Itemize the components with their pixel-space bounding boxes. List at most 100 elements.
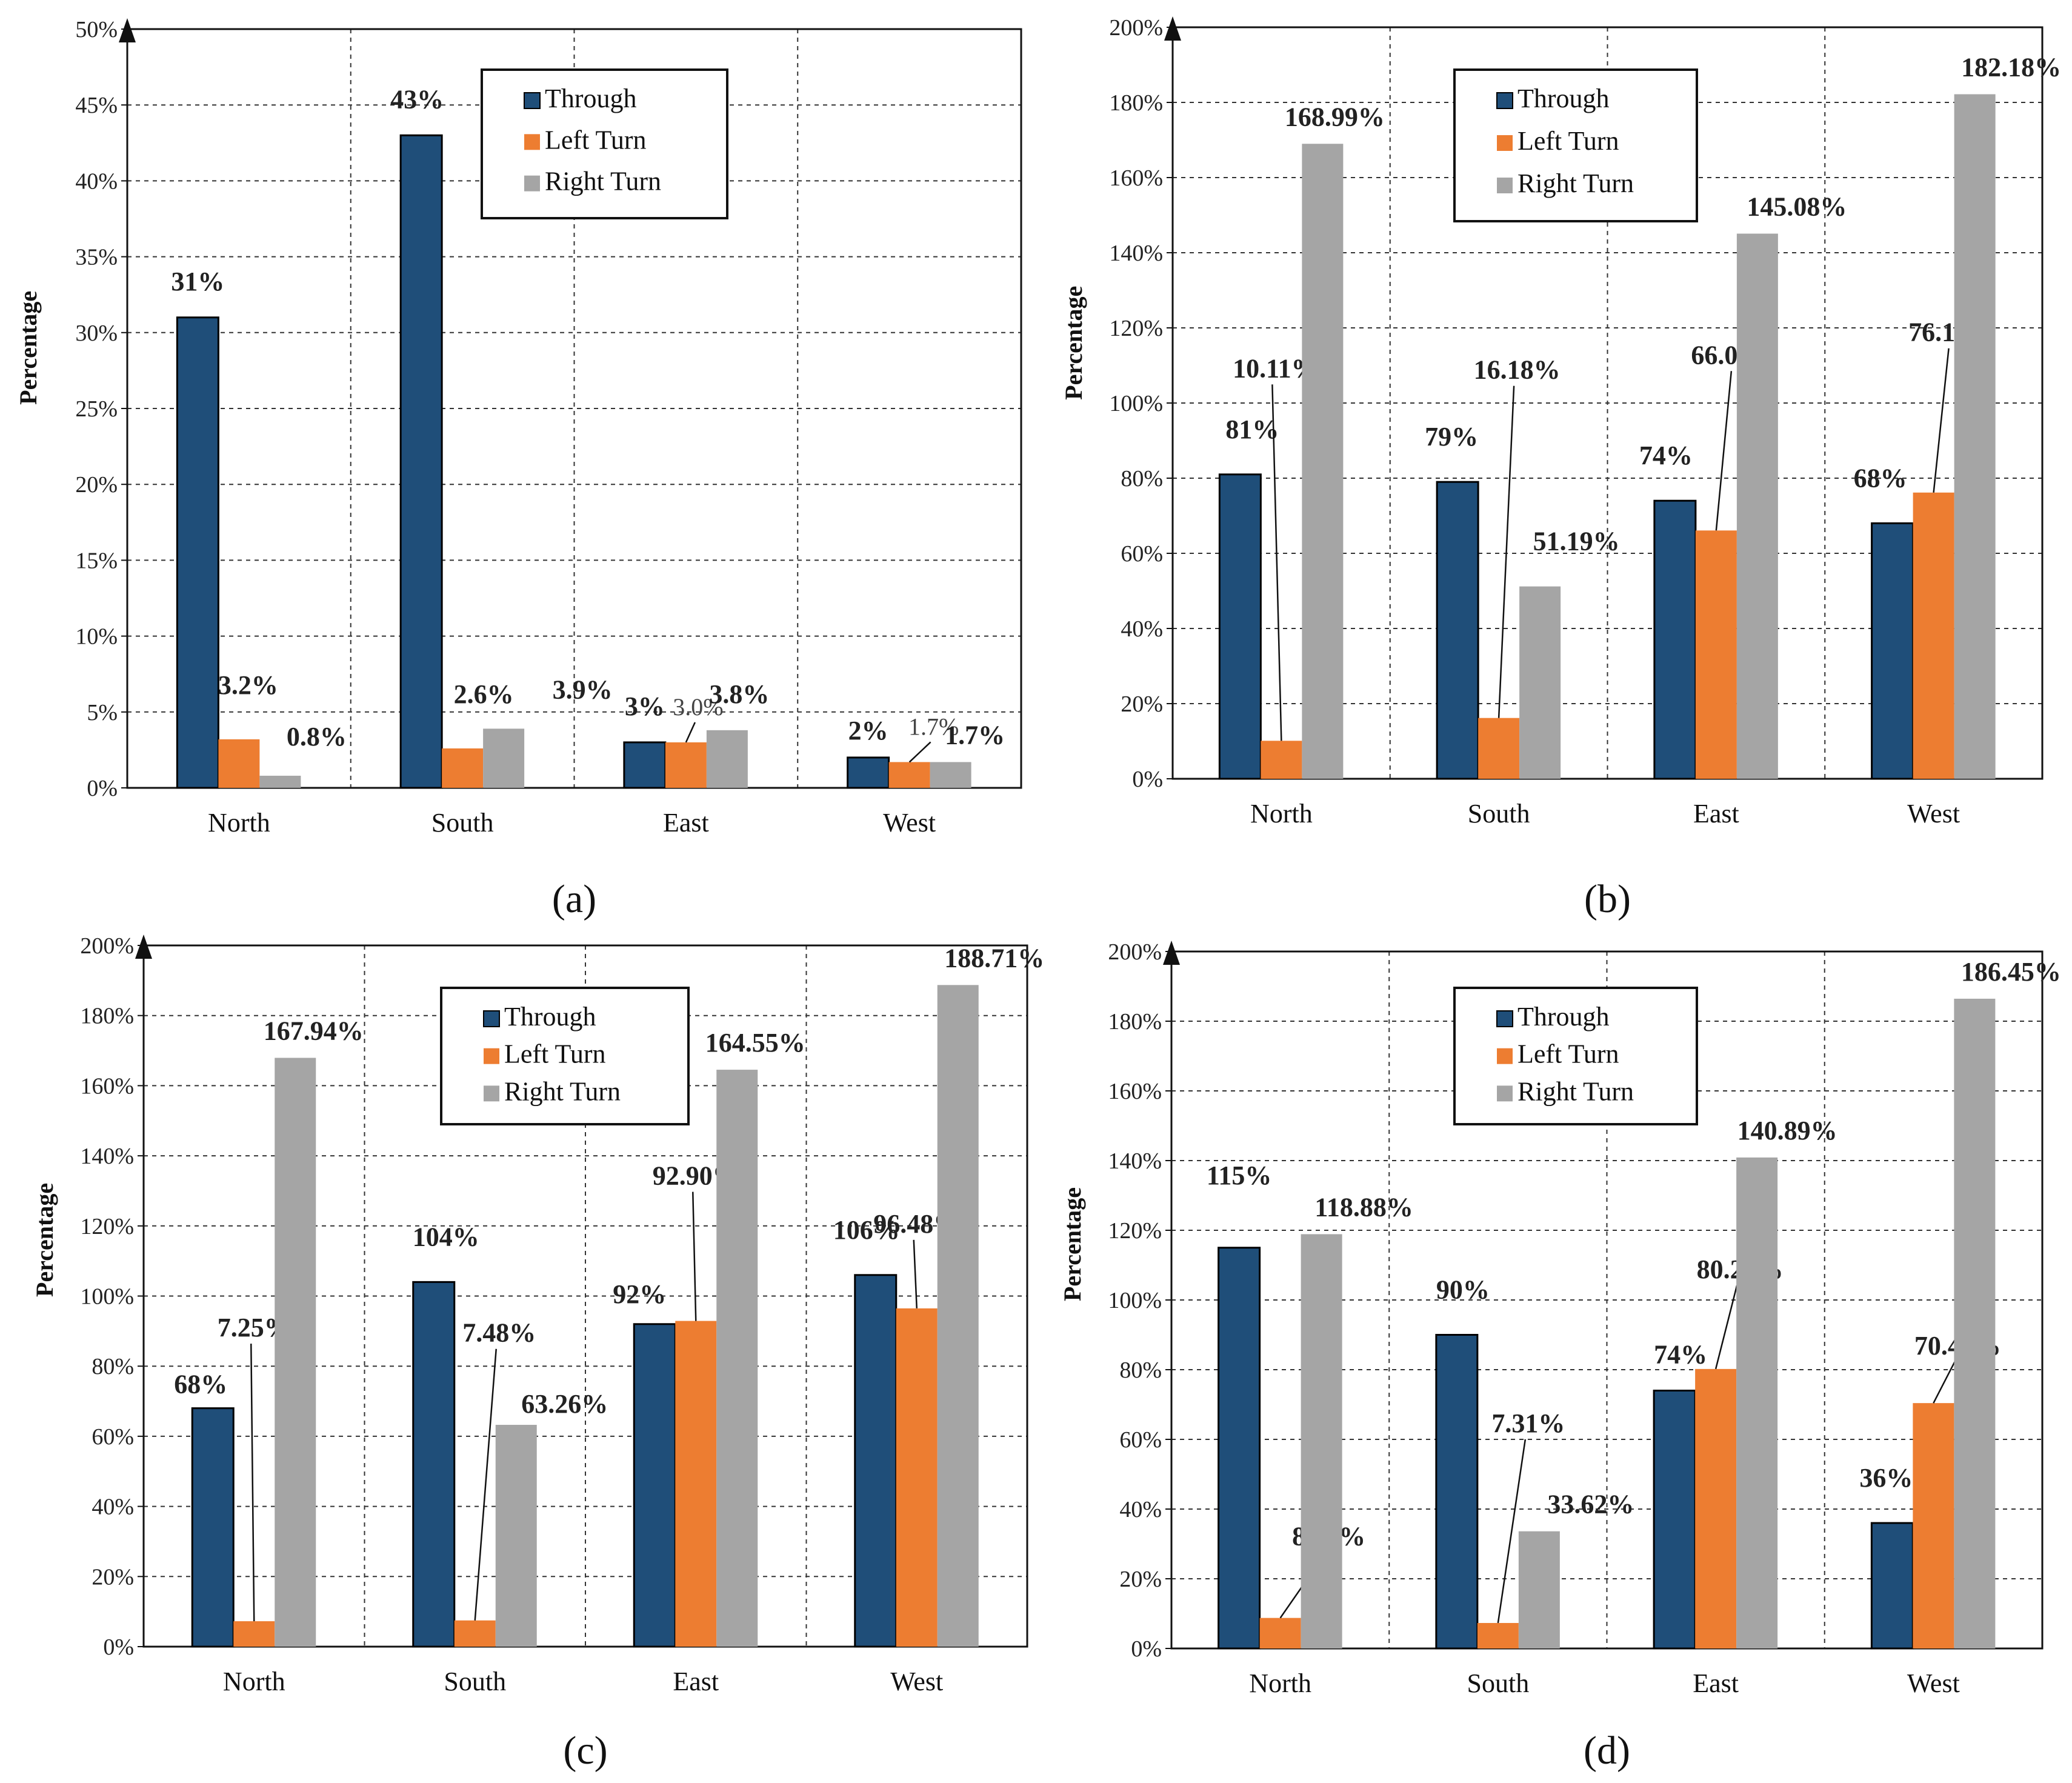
data-label: 51.19%	[1533, 527, 1620, 556]
x-tick-label: South	[444, 1667, 506, 1696]
data-label: 3.9%	[553, 675, 613, 704]
y-tick-label: 100%	[1109, 391, 1163, 416]
data-label: 168.99%	[1285, 102, 1385, 132]
leader-line	[1714, 1285, 1738, 1370]
legend: Through Left Turn Right Turn	[481, 68, 728, 219]
bar-left-turn-west	[1913, 1403, 1954, 1648]
data-label: 31%	[171, 267, 224, 296]
legend-swatch	[1497, 1048, 1513, 1064]
data-label: 140.89%	[1737, 1116, 1837, 1145]
legend-label: Right Turn	[1517, 168, 1634, 198]
y-tick-label: 25%	[75, 396, 118, 422]
bar-right-turn-north	[1302, 144, 1344, 779]
data-label: 68%	[1854, 463, 1907, 493]
bar-through-north	[1218, 1247, 1261, 1650]
legend-swatch	[1497, 135, 1513, 151]
y-axis-arrow-icon	[135, 935, 152, 959]
y-tick-label: 0%	[103, 1635, 134, 1660]
data-label: 1.7%	[945, 720, 1005, 750]
y-tick-label: 140%	[80, 1144, 134, 1169]
y-tick-label: 200%	[1109, 15, 1163, 41]
y-tick-label: 180%	[1109, 90, 1163, 116]
legend-swatch	[524, 134, 540, 150]
x-tick-label: West	[883, 808, 936, 838]
bar-through-east	[633, 1323, 676, 1648]
leader-line	[1933, 348, 1950, 493]
data-label: 92%	[613, 1279, 666, 1309]
chart-panel-d: 0% 20% 40% 60% 80% 100% 120% 140% 160% 180% 200% Pe…	[1059, 939, 2061, 1773]
legend-swatch	[1496, 1010, 1513, 1027]
y-tick-label: 200%	[1108, 939, 1162, 965]
data-label: 16.18%	[1474, 355, 1561, 385]
x-tick-label: North	[208, 808, 270, 838]
y-tick-label: 60%	[1119, 1427, 1162, 1453]
y-axis-arrow-icon	[119, 18, 136, 42]
legend: Through Left Turn Right Turn	[440, 987, 690, 1125]
data-label: 3.0%	[673, 693, 723, 721]
bar-right-turn-south	[483, 728, 525, 788]
x-tick-label: East	[663, 808, 709, 838]
data-label: 167.94%	[264, 1016, 364, 1045]
legend-label: Right Turn	[1517, 1076, 1634, 1106]
y-tick-label: 180%	[80, 1004, 134, 1029]
bar-left-turn-south	[442, 748, 484, 788]
y-axis-label: Percentage	[15, 291, 42, 405]
bar-left-turn-north	[218, 739, 260, 788]
data-label: 186.45%	[1961, 957, 2061, 987]
bar-right-turn-west	[1954, 94, 1996, 779]
x-tick-label: West	[890, 1667, 943, 1696]
y-tick-label: 120%	[80, 1214, 134, 1239]
y-tick-label: 40%	[1119, 1497, 1162, 1522]
y-tick-label: 100%	[80, 1284, 134, 1310]
x-tick-label: North	[223, 1667, 285, 1696]
bar-right-turn-west	[937, 985, 979, 1647]
bar-left-turn-east	[675, 1321, 717, 1647]
bar-left-turn-north	[1261, 741, 1302, 779]
data-label: 106%	[833, 1215, 900, 1245]
legend-label: Through	[1517, 1002, 1610, 1031]
y-tick-label: 0%	[1131, 1636, 1162, 1662]
y-axis-label: Percentage	[31, 1183, 58, 1297]
bar-right-turn-south	[1518, 1531, 1560, 1648]
leader-line	[1715, 371, 1733, 531]
data-label: 104%	[413, 1222, 479, 1251]
y-tick-label: 140%	[1108, 1148, 1162, 1174]
y-tick-label: 20%	[75, 472, 118, 498]
y-tick-label: 120%	[1108, 1218, 1162, 1244]
data-label: 63.26%	[521, 1389, 608, 1419]
x-tick-label: South	[1467, 1668, 1530, 1698]
data-label: 36%	[1859, 1463, 1913, 1493]
panel-caption: (a)	[552, 877, 596, 921]
legend-label: Through	[545, 84, 637, 113]
data-label: 118.88%	[1314, 1192, 1413, 1222]
leader-line	[685, 722, 696, 743]
y-tick-label: 15%	[75, 548, 118, 573]
bar-through-south	[1435, 1334, 1479, 1650]
legend-label: Through	[1517, 84, 1610, 113]
bar-through-west	[854, 1274, 898, 1648]
data-label: 188.71%	[944, 943, 1044, 973]
legend-swatch	[484, 1085, 499, 1102]
legend-box	[481, 68, 728, 219]
bar-right-turn-east	[1736, 233, 1778, 779]
y-tick-label: 40%	[92, 1495, 134, 1520]
bar-left-turn-east	[1695, 530, 1737, 779]
chart-panel-b: 0% 20% 40% 60% 80% 100% 120% 140% 160% 180% 200% Pe…	[1060, 15, 2061, 921]
x-tick-label: East	[1693, 799, 1739, 828]
y-tick-label: 50%	[75, 17, 118, 42]
panel-caption: (d)	[1584, 1728, 1630, 1773]
bar-left-turn-south	[1478, 718, 1520, 779]
x-tick-label: West	[1907, 1668, 1960, 1698]
data-label: 7.48%	[462, 1318, 536, 1348]
leader-line	[474, 1348, 497, 1621]
y-tick-label: 80%	[1121, 466, 1163, 492]
y-tick-label: 20%	[1121, 692, 1163, 717]
bar-through-west	[847, 756, 890, 789]
data-label: 1.7%	[908, 713, 959, 740]
x-tick-label: North	[1249, 1668, 1311, 1698]
bar-through-south	[399, 134, 443, 789]
y-tick-label: 160%	[1108, 1079, 1162, 1104]
bar-left-turn-north	[233, 1621, 275, 1647]
legend-label: Left Turn	[1517, 1039, 1619, 1069]
bar-right-turn-west	[930, 762, 971, 788]
